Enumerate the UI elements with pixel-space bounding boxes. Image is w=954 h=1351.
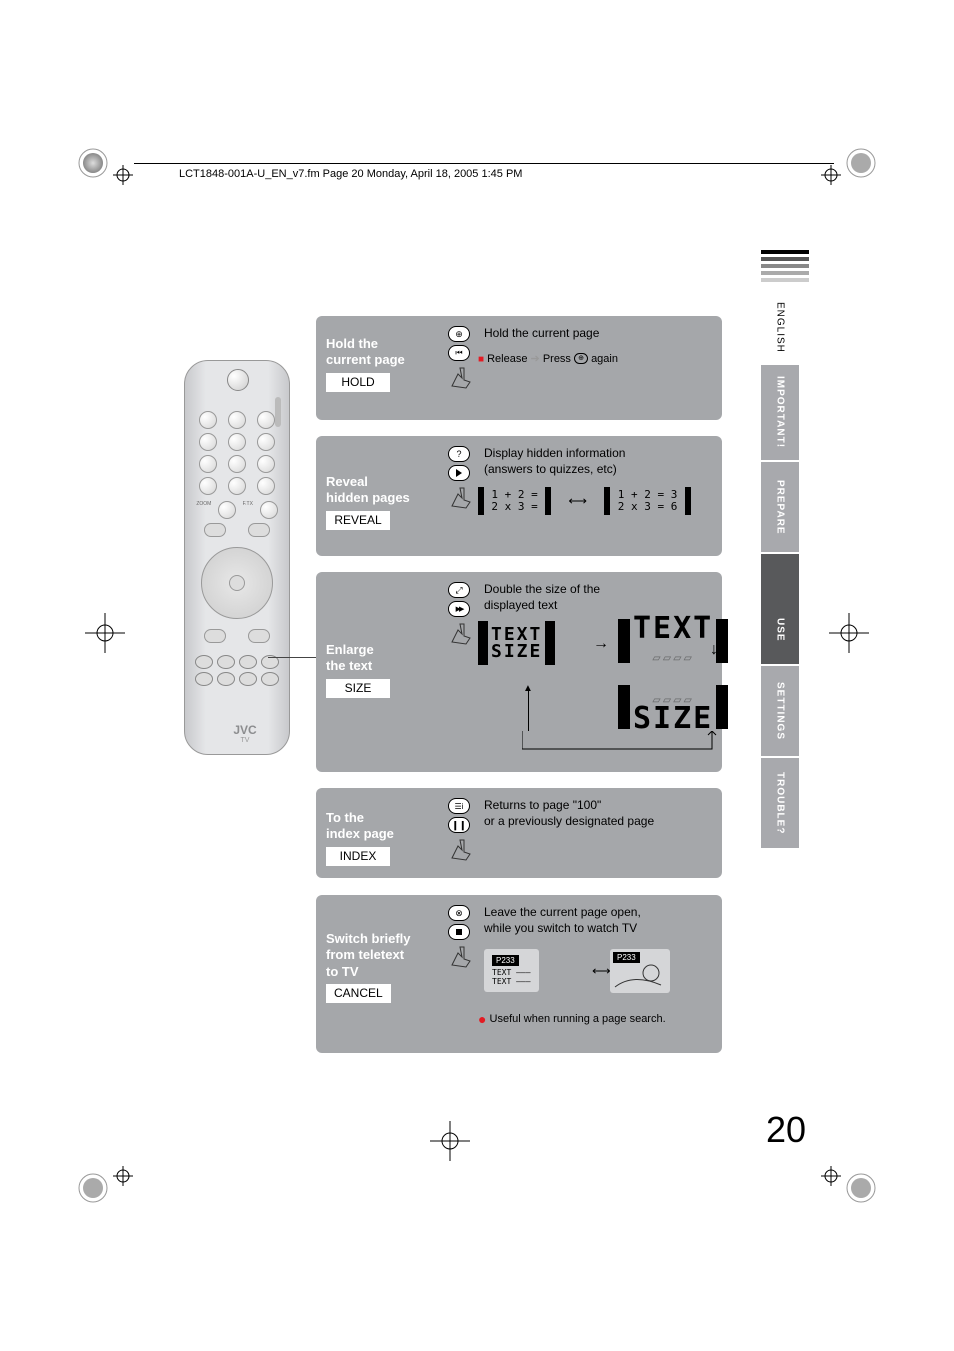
crop-mark: [829, 613, 869, 653]
tab-prepare: PREPARE: [761, 462, 799, 552]
crop-mark: [819, 1146, 879, 1206]
card-note: ● Useful when running a page search.: [478, 1011, 666, 1027]
leader-line: [268, 657, 316, 658]
card-title: To the: [326, 810, 394, 826]
header-rule: [134, 163, 834, 164]
size-badge: SIZE: [326, 679, 390, 698]
card-cancel: Switch briefly from teletext to TV CANCE…: [316, 895, 722, 1053]
arrow-up-icon: [528, 691, 529, 731]
tab-language: ENGLISH: [761, 292, 799, 363]
text-small-icon: TEXTSIZE: [478, 621, 555, 665]
tab-use: USE: [761, 554, 799, 664]
text-large-bottom-icon: ▱▱▱▱SIZE: [618, 683, 728, 731]
arrow-down-icon: ↓: [710, 641, 718, 659]
card-description: Returns to page "100" or a previously de…: [484, 798, 710, 829]
card-description: Double the size of the displayed text: [484, 582, 710, 613]
pointer-icon: [448, 836, 474, 862]
cancel-badge: CANCEL: [326, 984, 391, 1003]
return-arrow-icon: [522, 731, 722, 761]
card-title: index page: [326, 826, 394, 842]
card-index: To the index page INDEX ☰i ❙❙ Returns to…: [316, 788, 722, 878]
tab-important: IMPORTANT!: [761, 365, 799, 460]
card-title: current page: [326, 352, 405, 368]
hold-badge: HOLD: [326, 373, 390, 392]
card-title: the text: [326, 658, 390, 674]
tab-stripes: [761, 250, 809, 282]
quiz-before: 1 + 2 =2 x 3 =: [478, 487, 551, 515]
remote-control: ZOOMF.TX JVCTV: [184, 360, 290, 755]
tv-preview: P233: [610, 949, 670, 993]
card-title: hidden pages: [326, 490, 410, 506]
card-description: Display hidden information (answers to q…: [484, 446, 710, 477]
card-enlarge: Enlarge the text SIZE ⤢ Double the size …: [316, 572, 722, 772]
crop-mark: [75, 145, 135, 205]
jvc-logo: JVCTV: [193, 723, 297, 744]
side-tabs: ENGLISH IMPORTANT! PREPARE USE SETTINGS …: [761, 250, 809, 848]
double-arrow-icon: ⟷: [592, 963, 611, 979]
card-title: Hold the: [326, 336, 405, 352]
power-button-icon: [227, 369, 249, 391]
tab-settings: SETTINGS: [761, 666, 799, 756]
card-reveal: Reveal hidden pages REVEAL ? Display hid…: [316, 436, 722, 556]
card-title: from teletext: [326, 947, 411, 963]
quiz-after: 1 + 2 = 32 x 3 = 6: [604, 487, 690, 515]
release-note: ■ Release ➔ Press ⊕ again: [478, 352, 710, 365]
card-hold: Hold the current page HOLD ⊕ ⏮ Hold the …: [316, 316, 722, 420]
card-title: to TV: [326, 964, 411, 980]
crop-mark: [430, 1121, 470, 1161]
card-title: Enlarge: [326, 642, 390, 658]
card-description: Leave the current page open, while you s…: [484, 905, 710, 936]
arrow-right-icon: →: [593, 635, 609, 653]
pointer-icon: [448, 364, 474, 390]
crop-mark: [85, 613, 125, 653]
tab-trouble: TROUBLE?: [761, 758, 799, 848]
reveal-badge: REVEAL: [326, 511, 390, 530]
crop-mark: [819, 145, 879, 205]
card-title: Reveal: [326, 474, 410, 490]
crop-mark: [75, 1146, 135, 1206]
header-text: LCT1848-001A-U_EN_v7.fm Page 20 Monday, …: [175, 168, 526, 180]
double-arrow-icon: ⟷: [568, 493, 587, 509]
card-title: Switch briefly: [326, 931, 411, 947]
teletext-preview: P233 TEXT ———TEXT ———: [484, 949, 539, 992]
card-description: Hold the current page: [484, 326, 710, 342]
page-number: 20: [766, 1109, 806, 1151]
index-badge: INDEX: [326, 847, 390, 866]
pointer-icon: [448, 943, 474, 969]
